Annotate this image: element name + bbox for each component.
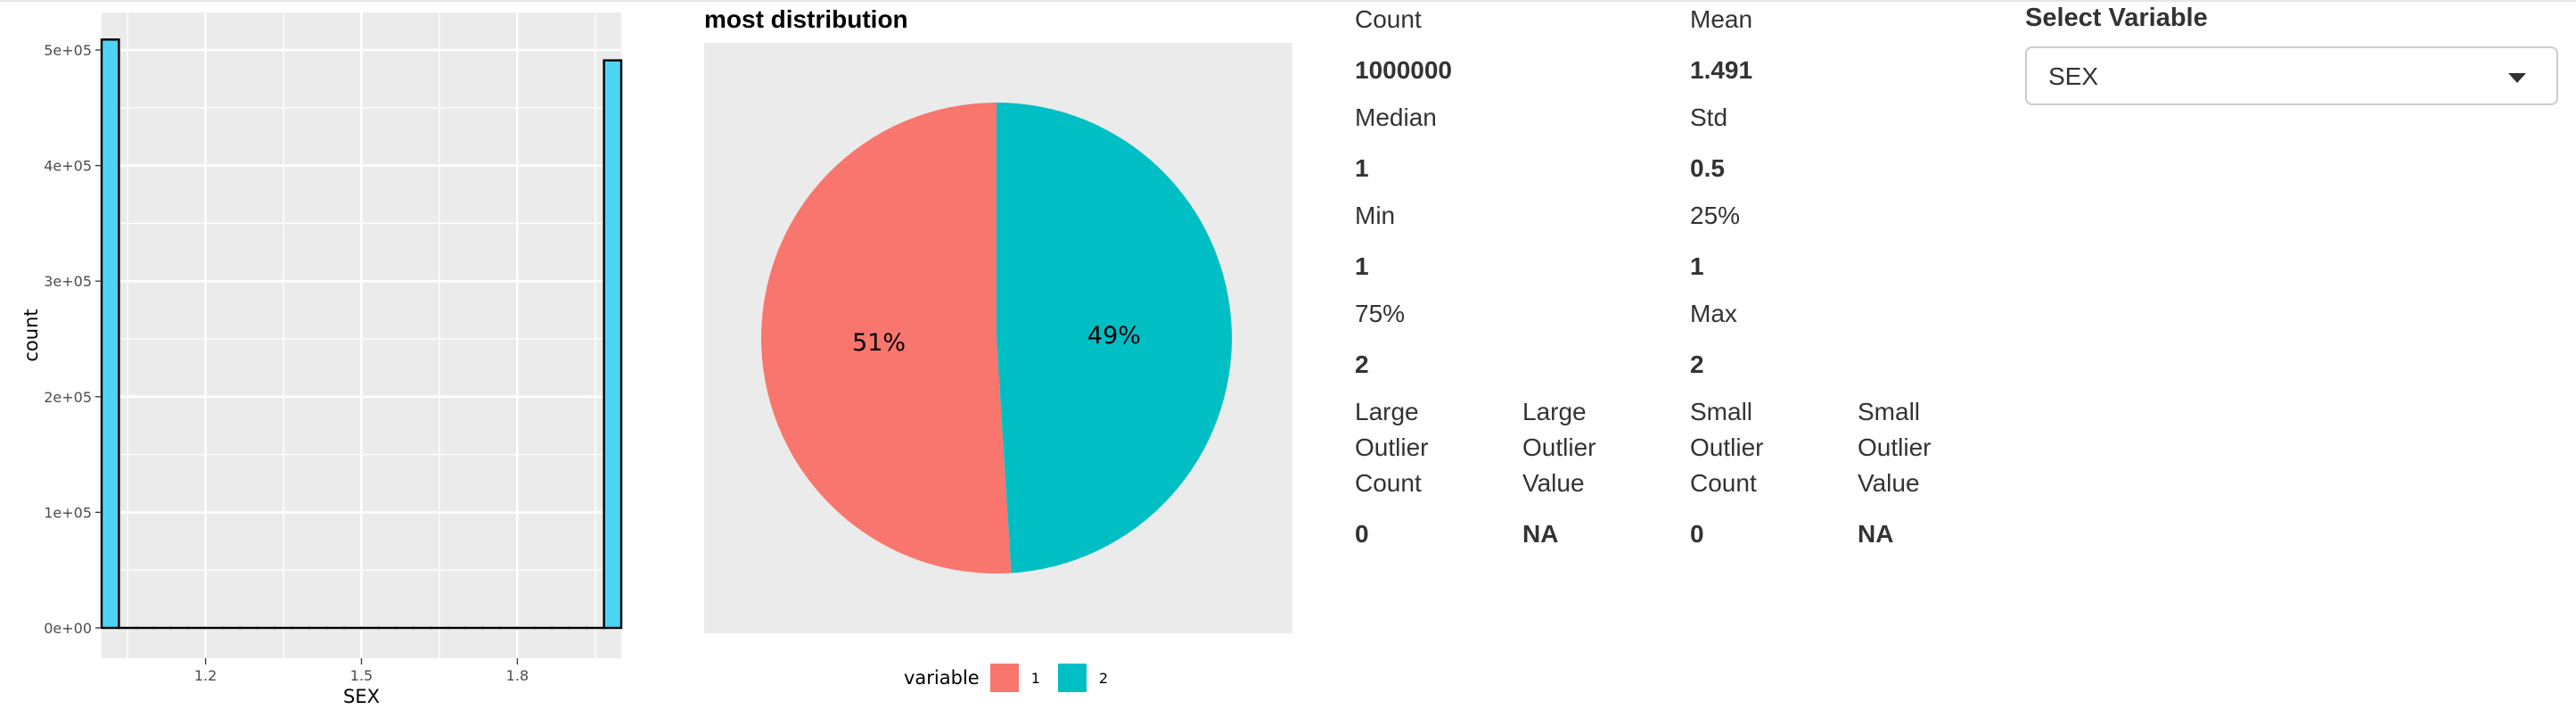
histogram-bar xyxy=(603,59,623,630)
large-outlier-count-label: Large Outlier Count xyxy=(1355,398,1429,497)
small-outlier-value-label: Small Outlier Value xyxy=(1858,398,1932,497)
count-label: Count xyxy=(1355,5,1422,33)
median-value: 1 xyxy=(1355,154,1369,182)
min-label: Min xyxy=(1355,202,1396,229)
y-tick-label: 1e+05 xyxy=(44,504,92,521)
pie-title: most distribution xyxy=(704,5,908,33)
p75-label: 75% xyxy=(1355,300,1406,327)
legend-label: 1 xyxy=(1030,669,1040,687)
small-outlier-count-value: 0 xyxy=(1690,520,1704,548)
legend-label: 2 xyxy=(1098,669,1109,687)
large-outlier-count-value: 0 xyxy=(1355,520,1369,548)
top-divider xyxy=(0,0,2576,2)
small-outlier-value-value: NA xyxy=(1858,520,1894,548)
small-outlier-count-label: Small Outlier Count xyxy=(1690,398,1764,497)
pie-legend: variable 1 2 xyxy=(904,660,1126,696)
x-tick-label: 1.2 xyxy=(194,667,217,684)
histogram-svg: 0e+00 1e+05 2e+05 3e+05 4e+05 5e+05 1.2 1.5 1.8 S… xyxy=(21,12,623,707)
histogram-plot: 0e+00 1e+05 2e+05 3e+05 4e+05 5e+05 1.2 1.5 1.8 S… xyxy=(0,0,642,726)
legend-title: variable xyxy=(904,667,980,689)
pie-slice-1 xyxy=(760,103,1012,573)
x-tick-label: 1.5 xyxy=(350,667,373,684)
pie-slice-label: 49% xyxy=(1087,322,1141,350)
y-tick-label: 0e+00 xyxy=(44,620,92,637)
select-variable-title: Select Variable xyxy=(2025,4,2208,32)
variable-select[interactable]: SEX xyxy=(2025,46,2558,105)
mean-value: 1.491 xyxy=(1690,56,1753,84)
y-tick-label: 2e+05 xyxy=(44,389,92,406)
pie-slice-2 xyxy=(997,103,1232,573)
pie-chart: 51% 49% xyxy=(704,43,1292,633)
std-value: 0.5 xyxy=(1690,154,1725,182)
large-outlier-value-label: Large Outlier Value xyxy=(1522,398,1596,497)
chevron-down-icon[interactable] xyxy=(2508,73,2526,83)
p25-label: 25% xyxy=(1690,202,1741,229)
y-tick-label: 4e+05 xyxy=(44,158,92,175)
median-label: Median xyxy=(1355,103,1437,131)
count-value: 1000000 xyxy=(1355,56,1453,84)
histogram-bar xyxy=(100,38,120,630)
mean-label: Mean xyxy=(1690,5,1753,33)
y-tick-label: 3e+05 xyxy=(44,273,92,290)
variable-select-value: SEX xyxy=(2048,62,2099,90)
p75-value: 2 xyxy=(1355,351,1369,378)
y-axis-title: count xyxy=(21,309,42,361)
max-label: Max xyxy=(1690,300,1737,327)
summary-stats: Count 1000000 Mean 1.491 Median 1 Std 0.… xyxy=(1355,0,1979,571)
y-tick-label: 5e+05 xyxy=(44,42,92,59)
legend-key-1 xyxy=(989,664,1019,692)
p25-value: 1 xyxy=(1690,252,1704,280)
x-tick-label: 1.8 xyxy=(506,667,529,684)
max-value: 2 xyxy=(1690,351,1704,378)
std-label: Std xyxy=(1690,103,1728,131)
large-outlier-value-value: NA xyxy=(1522,520,1559,548)
x-axis-title: SEX xyxy=(343,686,380,707)
min-value: 1 xyxy=(1355,252,1369,280)
legend-key-2 xyxy=(1057,664,1087,692)
pie-slice-label: 51% xyxy=(852,329,906,357)
